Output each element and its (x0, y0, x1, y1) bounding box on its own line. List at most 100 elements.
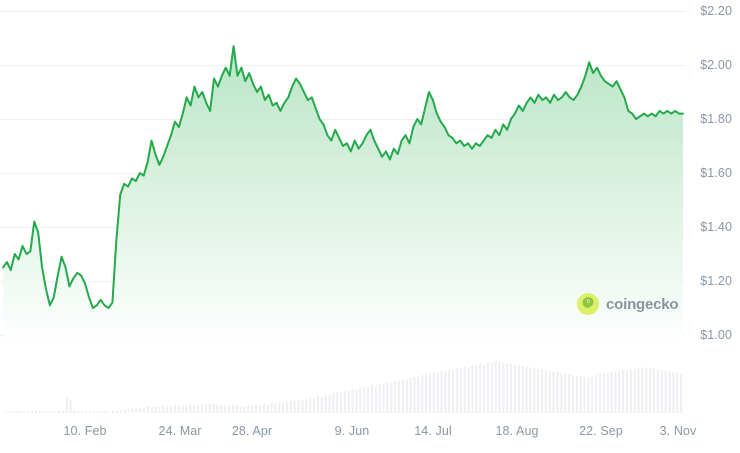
volume-bar (452, 370, 455, 413)
volume-bar (475, 365, 478, 413)
volume-bar (602, 372, 605, 413)
volume-bar (575, 375, 578, 413)
volume-bar (150, 407, 153, 413)
volume-bar (413, 376, 416, 413)
volume-bar (135, 408, 138, 413)
volume-bar (266, 404, 269, 413)
x-axis-tick-label: 28. Apr (231, 424, 273, 438)
volume-bar (370, 384, 374, 413)
volume-bar (54, 411, 57, 413)
volume-bar (614, 372, 617, 413)
volume-bar (556, 372, 559, 413)
x-axis-tick-label: 9. Jun (334, 424, 370, 438)
volume-bar (131, 408, 134, 413)
volume-bar (57, 410, 61, 413)
volume-bar (324, 394, 327, 413)
volume-bar (641, 368, 644, 413)
volume-bar (170, 406, 173, 413)
volume-bar (637, 368, 640, 413)
volume-bar (146, 406, 149, 413)
y-axis-tick-label: $1.00 (700, 328, 732, 342)
volume-bar (479, 363, 482, 413)
volume-bar (23, 410, 26, 413)
volume-bar (293, 401, 296, 413)
grid-line (0, 65, 685, 66)
volume-bar (162, 405, 165, 413)
watermark-brand-text: coingecko (606, 295, 679, 313)
volume-bar (564, 373, 567, 413)
volume-bar (15, 410, 18, 413)
volume-bar (521, 365, 524, 413)
volume-bar (258, 405, 261, 413)
price-line-chart (2, 45, 684, 345)
volume-bar (579, 376, 582, 413)
volume-bar (166, 405, 169, 413)
y-axis-tick-label: $2.00 (700, 58, 732, 72)
volume-bar (552, 371, 555, 413)
volume-bar (506, 363, 509, 413)
volume-bar (571, 375, 574, 413)
volume-bar (444, 371, 447, 413)
volume-bar (181, 404, 184, 413)
grid-line (0, 119, 685, 120)
volume-bar (224, 404, 227, 413)
volume-bars-chart (3, 361, 683, 413)
volume-bar (270, 403, 273, 413)
volume-bar (189, 403, 192, 413)
volume-bar (486, 362, 489, 413)
volume-bar (142, 408, 146, 413)
x-axis-tick-label: 10. Feb (63, 424, 107, 438)
volume-bar (274, 403, 277, 413)
volume-bar (7, 410, 10, 413)
volume-bar (463, 366, 466, 413)
volume-bar (340, 392, 343, 413)
volume-bar (38, 410, 41, 413)
volume-bar (115, 410, 119, 413)
volume-bar (297, 399, 300, 413)
volume-bar (88, 411, 91, 413)
volume-bar (490, 363, 493, 413)
volume-bar (629, 368, 632, 413)
volume-bar (502, 362, 505, 413)
volume-bars (3, 361, 683, 413)
volume-bar (482, 364, 486, 413)
volume-bar (421, 375, 424, 413)
volume-bar (42, 410, 45, 413)
volume-bar (119, 410, 122, 413)
gecko-logo-icon (577, 293, 599, 315)
x-axis-tick-label: 3. Nov (659, 424, 697, 438)
volume-bar (405, 379, 408, 413)
volume-bar (73, 410, 76, 413)
volume-bar (652, 368, 656, 413)
volume-bar (332, 393, 335, 413)
volume-bar (513, 364, 516, 413)
volume-bar (436, 372, 439, 413)
y-axis-tick-label: $1.20 (700, 274, 732, 288)
volume-bar (251, 405, 254, 413)
volume-bar (432, 372, 435, 413)
volume-bar (471, 365, 474, 413)
volume-bar (320, 396, 323, 413)
volume-bar (173, 405, 176, 413)
volume-bar (19, 410, 22, 413)
volume-bar (533, 368, 536, 413)
volume-bar (394, 380, 397, 413)
volume-bar (525, 366, 528, 413)
volume-bar (208, 403, 211, 413)
volume-bar (212, 403, 215, 413)
volume-bar (285, 401, 289, 413)
volume-bar (355, 389, 358, 413)
volume-bar (351, 389, 354, 413)
volume-bar (397, 381, 401, 413)
volume-bar (200, 403, 204, 413)
volume-bar (409, 377, 412, 413)
volume-bar (386, 382, 389, 413)
volume-bar (455, 368, 459, 413)
volume-bar (606, 372, 609, 413)
grid-line (0, 11, 685, 12)
coingecko-watermark: coingecko (577, 293, 679, 315)
volume-bar (158, 406, 161, 413)
volume-bar (529, 367, 532, 413)
volume-bar (139, 407, 142, 413)
